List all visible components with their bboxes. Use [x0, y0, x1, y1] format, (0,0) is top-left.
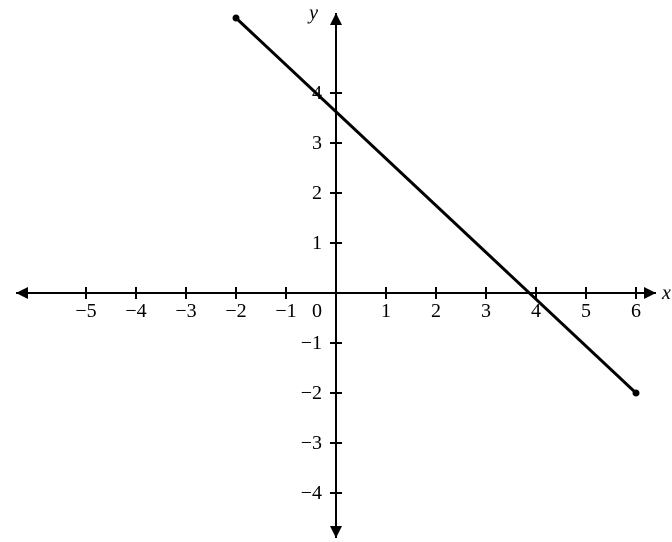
y-tick-label: −3 [301, 432, 322, 454]
coordinate-plane-chart: −5−4−3−2−1123456−4−3−2−112340 xy [0, 0, 672, 542]
x-tick-label: 2 [431, 300, 441, 322]
y-tick-label: 1 [312, 232, 322, 254]
y-axis-label: y [307, 2, 318, 24]
y-tick-label: −4 [301, 482, 322, 504]
y-axis-arrow-up [330, 13, 342, 25]
line-series [233, 15, 640, 397]
endpoint-start [233, 15, 240, 22]
x-tick-label: −4 [125, 300, 146, 322]
endpoint-end [633, 390, 640, 397]
x-axis-label: x [661, 282, 671, 304]
x-tick-label: −5 [75, 300, 96, 322]
y-tick-label: −1 [301, 332, 322, 354]
x-tick-label: 1 [381, 300, 391, 322]
x-axis-arrow-left [16, 287, 28, 299]
x-tick-label: 3 [481, 300, 491, 322]
axes [16, 13, 656, 538]
x-tick-label: −3 [175, 300, 196, 322]
plot-line-segment [236, 18, 636, 393]
y-tick-label: 2 [312, 182, 322, 204]
origin-label: 0 [312, 300, 322, 322]
y-tick-label: 3 [312, 132, 322, 154]
y-axis-arrow-down [330, 526, 342, 538]
axis-labels: xy [307, 2, 671, 304]
x-tick-label: 5 [581, 300, 591, 322]
x-tick-label: −1 [275, 300, 296, 322]
y-tick-label: −2 [301, 382, 322, 404]
x-tick-label: −2 [225, 300, 246, 322]
x-axis-arrow-right [644, 287, 656, 299]
x-tick-label: 6 [631, 300, 641, 322]
